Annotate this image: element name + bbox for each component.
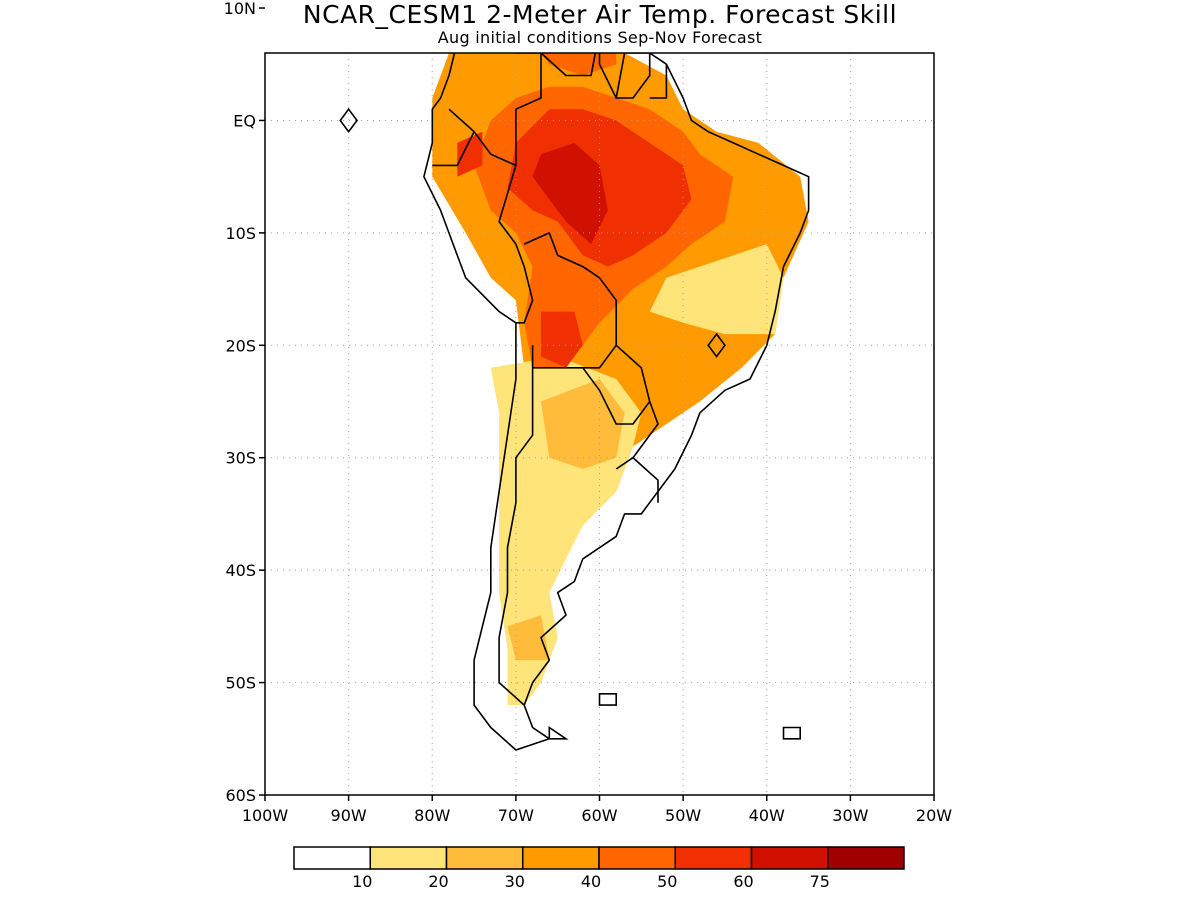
south-america-coastline [423, 53, 810, 751]
colorbar-swatch [445, 846, 524, 870]
skill-shading [432, 0, 809, 706]
lat-tick-label: 10S [225, 224, 256, 243]
colorbar-swatch [674, 846, 753, 870]
island-outline [548, 725, 569, 740]
country-border [448, 53, 542, 167]
lon-tick-label: 90W [331, 806, 367, 825]
colorbar-swatch [598, 846, 676, 870]
lat-tick-label: 40S [225, 561, 256, 580]
country-border [540, 53, 597, 77]
coastlines-borders [332, 0, 810, 751]
country-border [498, 367, 534, 706]
country-border [649, 64, 668, 99]
lon-tick-label: 70W [498, 806, 534, 825]
colorbar-swatch [522, 846, 600, 870]
island-outline [707, 332, 726, 358]
skill-region-8 [541, 311, 583, 368]
colorbar-swatch [369, 846, 448, 870]
country-border [498, 165, 534, 324]
colorbar-label: 30 [505, 872, 525, 891]
lon-tick-label: 50W [665, 806, 701, 825]
chart-subtitle: Aug initial conditions Sep-Nov Forecast [437, 28, 763, 47]
skill-region-11 [540, 53, 617, 76]
lat-tick-label: 10N [224, 0, 256, 18]
skill-region-7 [532, 142, 608, 245]
lon-tick-label: 30W [832, 806, 868, 825]
lat-tick-label: 30S [225, 449, 256, 468]
colorbar-label: 50 [657, 872, 677, 891]
chart-title: NCAR_CESM1 2-Meter Air Temp. Forecast Sk… [302, 0, 898, 29]
colorbar: 10 20 30 40 50 60 75 [293, 846, 905, 891]
lat-tick-label: 20S [225, 336, 256, 355]
colorbar-swatch [750, 846, 829, 870]
lon-tick-label: 20W [916, 806, 952, 825]
island-outline [598, 692, 618, 706]
lon-tick-label: 100W [242, 806, 289, 825]
country-border [598, 53, 626, 99]
colorbar-swatch [293, 846, 371, 870]
country-border [616, 53, 651, 99]
skill-region-10 [466, 0, 499, 53]
lat-tick-label: 60S [225, 786, 256, 805]
colorbar-swatch [827, 846, 905, 870]
lat-tick-label: 50S [225, 674, 256, 693]
colorbar-label: 20 [428, 872, 448, 891]
country-border [632, 457, 659, 503]
lon-tick-label: 80W [414, 806, 450, 825]
gridlines [265, 53, 934, 795]
country-border [615, 401, 659, 470]
country-border [523, 232, 618, 369]
lon-tick-label: 60W [581, 806, 617, 825]
skill-region-9 [457, 131, 483, 177]
island-outline [339, 107, 358, 134]
lat-tick-label: EQ [233, 111, 256, 130]
colorbar-label: 75 [810, 872, 830, 891]
skill-region-3 [507, 615, 550, 661]
country-border [582, 344, 651, 425]
island-outline [782, 726, 802, 740]
colorbar-label: 60 [733, 872, 753, 891]
lon-tick-label: 40W [749, 806, 785, 825]
colorbar-label: 40 [581, 872, 601, 891]
central-america-coastline [332, 0, 457, 42]
skill-region-2 [541, 379, 625, 469]
country-border [432, 131, 475, 167]
colorbar-label: 10 [352, 872, 372, 891]
